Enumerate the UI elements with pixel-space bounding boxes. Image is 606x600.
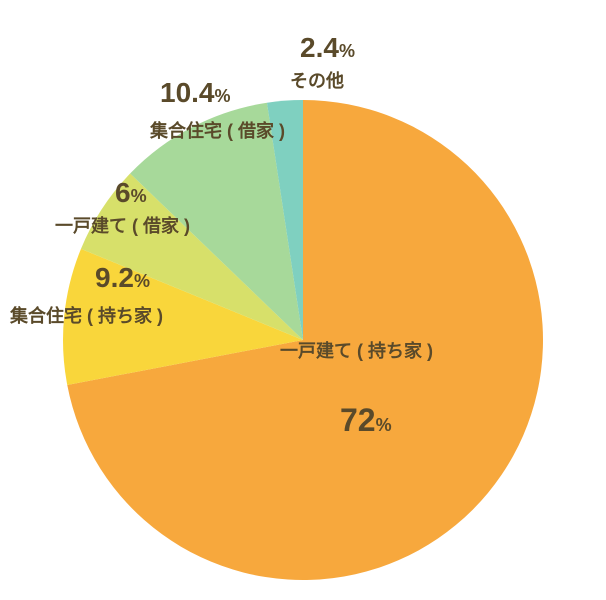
percent-number: 6 [115, 177, 131, 208]
slice-percent: 9.2% [95, 260, 150, 296]
slice-label: 集合住宅 ( 持ち家 ) [10, 305, 163, 328]
percent-unit: % [376, 415, 392, 435]
slice-label: 一戸建て ( 持ち家 ) [280, 340, 433, 363]
percent-number: 10.4 [160, 77, 215, 108]
slice-percent: 2.4% [300, 30, 355, 66]
slice-percent: 72% [340, 400, 392, 442]
percent-unit: % [339, 41, 355, 61]
slice-label: その他 [290, 70, 344, 93]
percent-unit: % [131, 186, 147, 206]
percent-number: 2.4 [300, 32, 339, 63]
percent-number: 9.2 [95, 262, 134, 293]
percent-unit: % [134, 271, 150, 291]
slice-percent: 6% [115, 175, 147, 211]
slice-label: 一戸建て ( 借家 ) [55, 215, 190, 238]
slice-percent: 10.4% [160, 75, 231, 111]
slice-label: 集合住宅 ( 借家 ) [150, 120, 285, 143]
percent-number: 72 [340, 402, 376, 438]
percent-unit: % [215, 86, 231, 106]
pie-chart: 72% 一戸建て ( 持ち家 ) 9.2% 集合住宅 ( 持ち家 ) 6% 一戸建て ( … [0, 0, 606, 600]
